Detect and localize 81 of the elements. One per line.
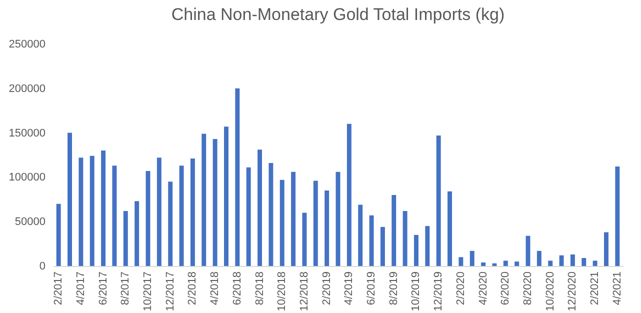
y-tick-label: 50000 xyxy=(14,216,46,228)
bar xyxy=(402,210,408,266)
bar xyxy=(324,190,330,266)
bar xyxy=(548,260,553,266)
x-tick-label: 8/2017 xyxy=(120,272,132,306)
bar xyxy=(235,88,240,266)
bar xyxy=(190,158,195,266)
bar xyxy=(514,262,520,266)
bar xyxy=(212,139,218,266)
bar xyxy=(101,150,106,266)
bar xyxy=(536,250,542,266)
x-tick-label: 12/2019 xyxy=(432,272,445,312)
bar xyxy=(358,204,363,266)
bar xyxy=(369,215,374,266)
bar xyxy=(224,126,228,266)
y-tick-label: 100000 xyxy=(8,172,46,184)
bar xyxy=(503,260,508,266)
y-tick-label: 200000 xyxy=(8,82,46,95)
x-tick-label: 6/2018 xyxy=(231,272,244,306)
x-tick-label: 12/2018 xyxy=(298,272,310,312)
y-tick-label: 250000 xyxy=(8,38,46,50)
bar xyxy=(570,254,575,266)
bar xyxy=(448,191,452,266)
bar xyxy=(202,134,206,266)
bar xyxy=(481,262,486,266)
bar xyxy=(168,182,173,266)
bar xyxy=(582,258,586,266)
x-tick-label: 4/2019 xyxy=(343,272,356,306)
bar xyxy=(470,250,474,266)
x-tick-label: 8/2019 xyxy=(388,272,400,306)
x-tick-label: 4/2018 xyxy=(209,272,222,306)
bar xyxy=(436,135,441,266)
x-tick-label: 4/2017 xyxy=(74,272,87,306)
x-tick-label: 2/2019 xyxy=(320,272,333,306)
bar xyxy=(123,210,128,266)
bar xyxy=(291,172,296,266)
x-tick-label: 6/2017 xyxy=(97,272,110,306)
x-tick-label: 2/2020 xyxy=(454,272,467,306)
bar xyxy=(302,212,307,266)
bar xyxy=(78,158,84,266)
bar xyxy=(313,180,318,266)
x-tick-label: 10/2020 xyxy=(544,272,556,312)
x-tick-label: 12/2020 xyxy=(566,272,579,312)
bar xyxy=(615,166,620,266)
x-tick-label: 10/2019 xyxy=(410,272,422,312)
bar xyxy=(346,124,352,266)
bar xyxy=(414,234,418,266)
x-tick-label: 2/2017 xyxy=(52,272,65,306)
bar xyxy=(112,166,117,266)
x-tick-label: 12/2017 xyxy=(164,272,176,312)
bar xyxy=(90,156,94,266)
bar xyxy=(492,263,497,266)
bar xyxy=(604,232,608,266)
bar xyxy=(258,150,262,266)
bar xyxy=(179,166,184,266)
x-tick-label: 8/2018 xyxy=(254,272,266,306)
bar xyxy=(268,162,274,266)
x-tick-label: 10/2017 xyxy=(142,272,154,312)
x-tick-label: 2/2021 xyxy=(589,272,602,306)
y-tick-label: 150000 xyxy=(8,127,46,140)
bar xyxy=(592,260,598,266)
bar xyxy=(425,226,430,266)
bar xyxy=(380,226,385,266)
x-tick-label: 4/2021 xyxy=(611,272,624,306)
bar xyxy=(56,204,61,266)
bar xyxy=(68,132,72,266)
x-tick-label: 6/2019 xyxy=(366,272,378,306)
x-tick-label: 10/2018 xyxy=(276,272,288,312)
bar xyxy=(559,255,564,266)
x-tick-label: 4/2020 xyxy=(477,272,490,306)
x-tick-label: 6/2020 xyxy=(500,272,512,306)
bar xyxy=(156,158,162,266)
y-tick-label: 0 xyxy=(39,260,46,272)
bar xyxy=(246,167,251,266)
bar xyxy=(134,201,140,266)
bar xyxy=(280,180,284,266)
bar xyxy=(392,194,396,266)
bar xyxy=(458,257,464,266)
chart-title: China Non-Monetary Gold Total Imports (kg) xyxy=(171,5,505,24)
x-tick-label: 2/2018 xyxy=(186,272,199,306)
x-tick-label: 8/2020 xyxy=(522,272,534,306)
